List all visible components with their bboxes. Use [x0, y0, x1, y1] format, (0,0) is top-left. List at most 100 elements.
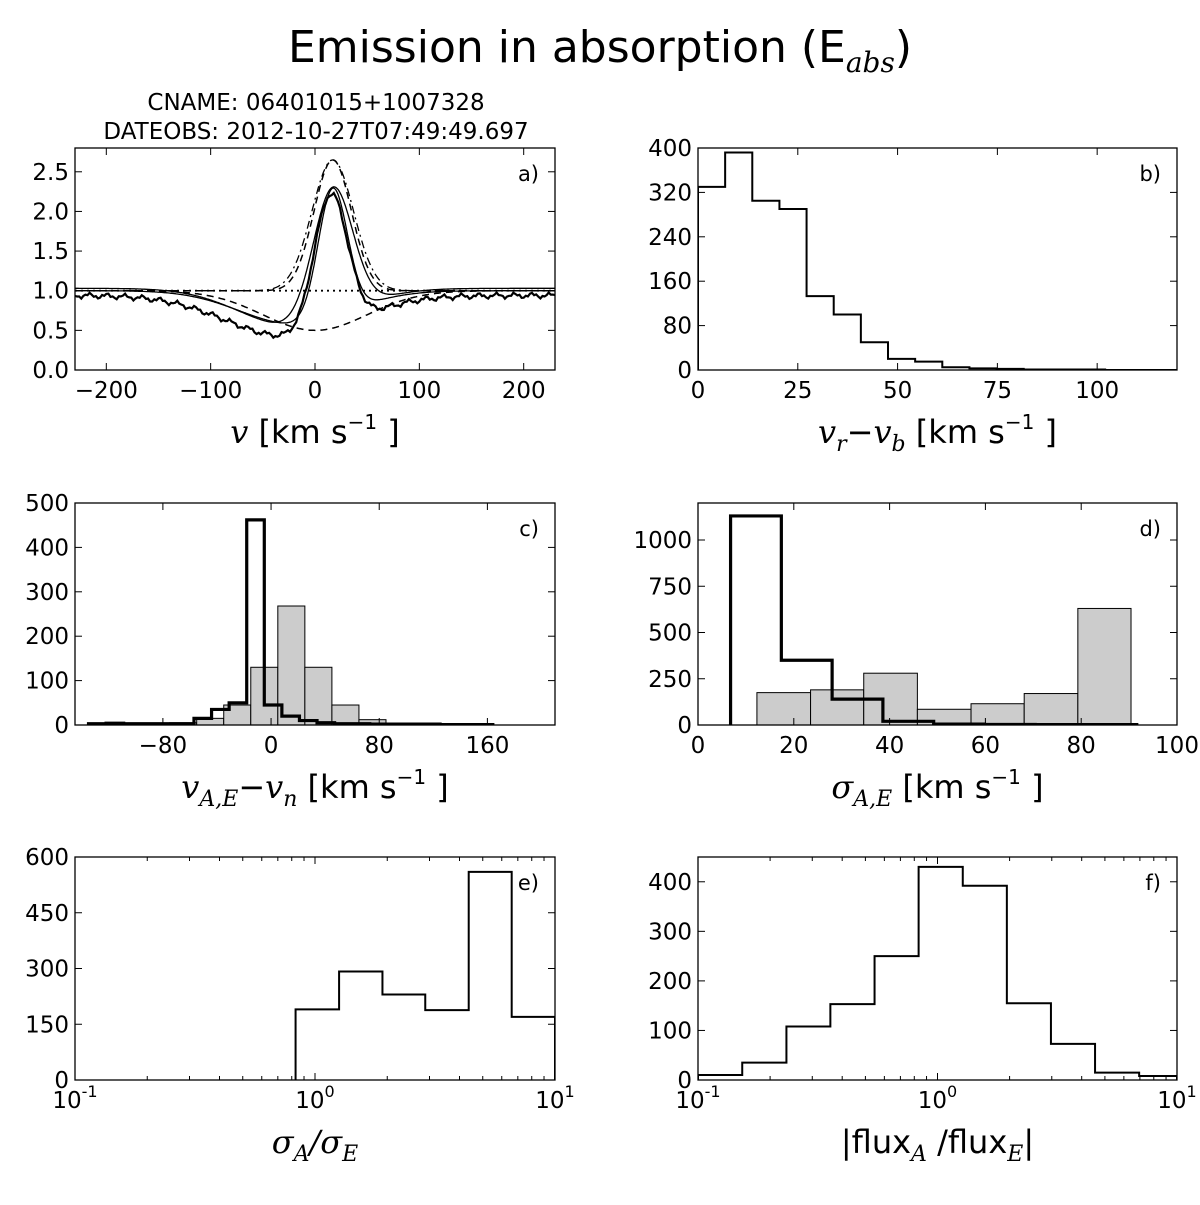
plot-frame — [697, 147, 1178, 371]
y-tick-label: 150 — [25, 1012, 69, 1038]
panel-a: −200 −100 0 100 200 0.0 0.5 1.0 1.5 2.0 2.5 a) v [km… — [32, 147, 556, 451]
plot-frame — [74, 502, 556, 726]
x-axis-label: σA/σE — [272, 1123, 358, 1167]
panel-label: d) — [1139, 517, 1161, 541]
data-layer — [294, 870, 555, 1080]
panel-b: 0 25 50 75 100 0 80 160 240 320 400 b) vr−vb [km s−1… — [648, 136, 1178, 457]
data-layer — [698, 865, 1177, 1080]
hist-bar — [970, 703, 1025, 725]
x-tick-label: 100 — [397, 378, 441, 404]
dateobs-label: DATEOBS: 2012-10-27T07:49:49.697 — [103, 119, 528, 145]
hist-bar — [1023, 693, 1079, 725]
x-tick-label: 0 — [308, 378, 323, 404]
panel-c: −80 0 80 160 0 100 200 300 400 500 c) vA,E−vn [km s… — [25, 491, 556, 812]
y-tick-label: 300 — [648, 919, 692, 945]
y-tick-label: 0 — [54, 713, 69, 739]
y-tick-label: 100 — [648, 1018, 692, 1044]
x-axis-label: σA,E [km s−1 ] — [831, 765, 1043, 812]
y-tick-label: 300 — [25, 957, 69, 983]
hist-step-line — [698, 151, 1177, 370]
y-tick-label: 0 — [677, 1068, 692, 1094]
y-tick-label: 500 — [25, 491, 69, 517]
emission-dashdot-line — [75, 159, 555, 292]
plot-frame — [697, 502, 1178, 726]
y-tick-label: 0.0 — [32, 358, 69, 384]
x-axis-label: |fluxA /fluxE| — [841, 1123, 1034, 1167]
y-tick-label: 450 — [25, 901, 69, 927]
x-tick-label: 10-1 — [675, 1082, 720, 1114]
x-tick-label: 75 — [983, 378, 1012, 404]
y-tick-label: 400 — [648, 870, 692, 896]
x-tick-label: 200 — [502, 378, 546, 404]
y-tick-label: 0 — [677, 713, 692, 739]
panel-e: 10-1 100 101 0 150 300 450 600 e) σA/σE — [25, 845, 575, 1167]
y-tick-label: 2.0 — [32, 199, 69, 225]
y-tick-label: 80 — [663, 314, 692, 340]
x-tick-label: 101 — [535, 1082, 574, 1114]
y-tick-label: 250 — [648, 667, 692, 693]
data-layer — [86, 518, 495, 725]
y-tick-label: 1.0 — [32, 279, 69, 305]
y-tick-label: 750 — [648, 574, 692, 600]
x-tick-label: 25 — [783, 378, 812, 404]
x-tick-label: 0 — [691, 733, 706, 759]
hist-step-line — [86, 518, 495, 725]
y-tick-label: 200 — [25, 624, 69, 650]
x-tick-label: 101 — [1157, 1082, 1196, 1114]
x-tick-label: −80 — [139, 733, 188, 759]
hist-bar — [331, 704, 360, 725]
x-axis-label: vr−vb [km s−1 ] — [818, 410, 1057, 457]
observed-spectrum-line — [75, 191, 555, 340]
x-tick-label: 80 — [365, 733, 394, 759]
y-tick-label: 400 — [648, 136, 692, 162]
y-tick-label: 0.5 — [32, 318, 69, 344]
x-tick-label: 100 — [918, 1082, 957, 1114]
x-tick-label: 60 — [971, 733, 1000, 759]
hist-bar — [304, 666, 333, 725]
y-tick-label: 500 — [648, 621, 692, 647]
fit-outer-line — [75, 186, 555, 323]
y-tick-label: 1.5 — [32, 239, 69, 265]
x-tick-label: 0 — [264, 733, 279, 759]
panel-f: 10-1 100 101 0 100 200 300 400 f) |fluxA /fluxE| — [648, 856, 1197, 1167]
x-tick-label: 20 — [779, 733, 808, 759]
hist-bar — [756, 692, 812, 725]
x-tick-label: −100 — [179, 378, 242, 404]
y-tick-label: 0 — [677, 358, 692, 384]
x-tick-label: −200 — [75, 378, 138, 404]
x-tick-label: 160 — [465, 733, 509, 759]
x-tick-label: 100 — [1155, 733, 1199, 759]
panel-label: a) — [518, 162, 539, 186]
y-tick-label: 0 — [54, 1068, 69, 1094]
y-tick-label: 240 — [648, 225, 692, 251]
data-layer — [75, 159, 555, 340]
panel-label: b) — [1139, 162, 1161, 186]
x-tick-label: 0 — [691, 378, 706, 404]
x-tick-label: 50 — [883, 378, 912, 404]
data-layer — [698, 151, 1177, 370]
figure-title: Emission in absorption (Eabs) — [288, 22, 912, 79]
y-tick-label: 320 — [648, 180, 692, 206]
y-tick-label: 600 — [25, 845, 69, 871]
panel-label: c) — [519, 517, 539, 541]
data-layer — [728, 514, 1139, 725]
y-tick-label: 2.5 — [32, 160, 69, 186]
y-tick-label: 200 — [648, 969, 692, 995]
hist-step-line — [294, 870, 555, 1080]
hist-bar — [810, 689, 865, 725]
panel-label: f) — [1145, 871, 1161, 895]
fit-inner-line — [75, 187, 555, 324]
hist-bar — [1077, 607, 1132, 725]
hist-step-line — [698, 865, 1177, 1080]
y-tick-label: 400 — [25, 535, 69, 561]
panel-label: e) — [518, 871, 539, 895]
x-tick-label: 40 — [875, 733, 904, 759]
x-axis-label: v [km s−1 ] — [230, 410, 399, 451]
cname-label: CNAME: 06401015+1007328 — [147, 90, 484, 116]
x-tick-label: 100 — [1075, 378, 1119, 404]
y-tick-label: 160 — [648, 269, 692, 295]
y-tick-label: 1000 — [633, 528, 692, 554]
x-axis-label: vA,E−vn [km s−1 ] — [181, 765, 448, 812]
y-tick-label: 300 — [25, 580, 69, 606]
